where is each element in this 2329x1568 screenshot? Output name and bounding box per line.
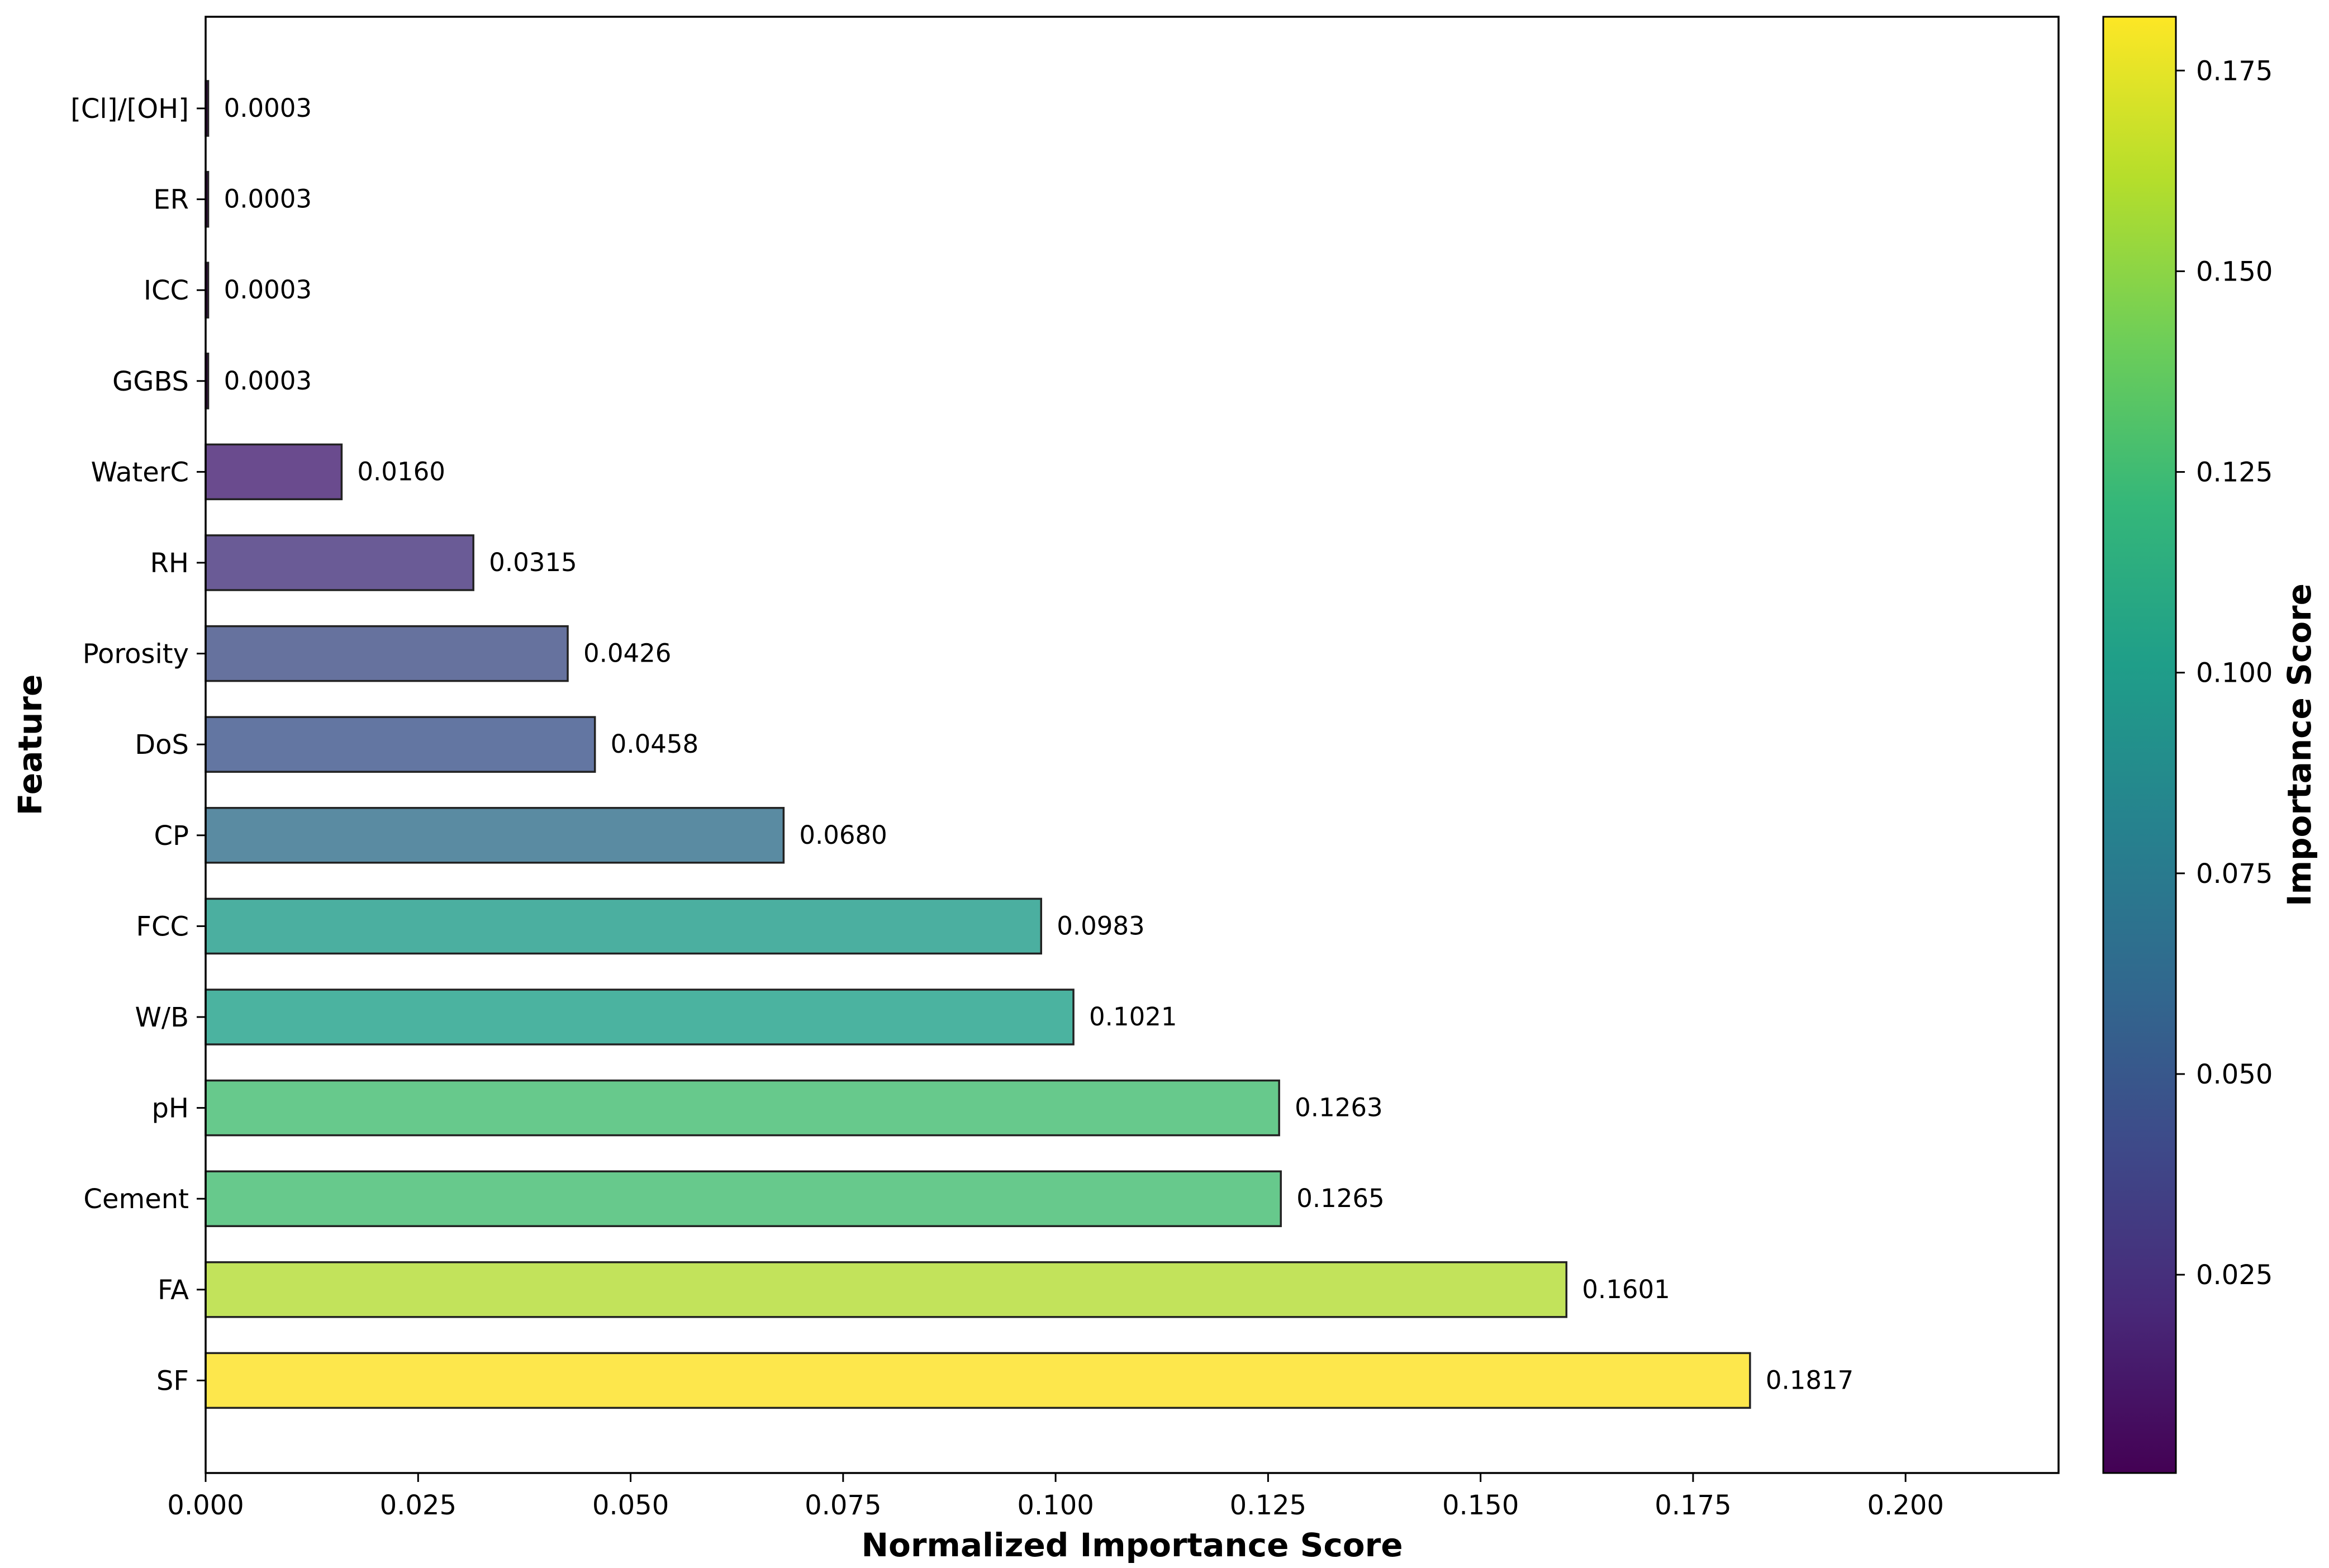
bar-5 (205, 534, 474, 591)
y-tick-label: Porosity (83, 639, 189, 670)
bar-value-label: 0.0003 (224, 184, 312, 214)
bar-12 (205, 1170, 1282, 1227)
y-tick-label: FCC (136, 911, 189, 942)
colorbar-gradient (2102, 16, 2177, 1474)
colorbar-tick-label: 0.175 (2196, 55, 2273, 87)
x-tick-label: 0.000 (167, 1490, 244, 1521)
y-tick-label: RH (150, 548, 189, 579)
y-tick-label: [Cl]/[OH] (70, 93, 189, 125)
y-tick-label: pH (151, 1093, 189, 1124)
x-tick-label: 0.200 (1867, 1490, 1943, 1521)
bar-value-label: 0.0003 (224, 93, 312, 123)
y-tick-label: ER (153, 184, 189, 216)
colorbar: Importance Score 0.025 0.050 0.075 0.100 0.1… (2102, 16, 2318, 1474)
y-tick-label: SF (156, 1365, 189, 1396)
x-axis-title: Normalized Importance Score (861, 1526, 1403, 1564)
x-axis: 0.000 0.025 0.050 0.075 0.100 0.125 0.150 0.175… (167, 1473, 1944, 1521)
bar-11 (205, 1079, 1280, 1137)
y-tick-label: W/B (135, 1002, 189, 1033)
x-tick-label: 0.025 (380, 1490, 457, 1521)
x-tick-label: 0.075 (805, 1490, 881, 1521)
colorbar-tick-label: 0.025 (2196, 1260, 2273, 1291)
x-tick-label: 0.150 (1442, 1490, 1519, 1521)
y-tick-label: Cement (83, 1184, 189, 1215)
y-tick-label: CP (154, 820, 189, 852)
y-tick-label: FA (158, 1275, 189, 1306)
colorbar-tick-label: 0.075 (2196, 858, 2273, 890)
bar-value-label: 0.0160 (357, 457, 445, 486)
bar-value-label: 0.1265 (1296, 1184, 1384, 1213)
colorbar-title: Importance Score (2280, 583, 2318, 906)
y-tick-label: DoS (135, 729, 189, 761)
colorbar-tick-label: 0.050 (2196, 1059, 2273, 1090)
bar-6 (205, 625, 569, 682)
x-tick-label: 0.125 (1230, 1490, 1306, 1521)
colorbar-tick-label: 0.125 (2196, 457, 2273, 488)
y-tick-label: GGBS (112, 366, 189, 397)
bar-value-label: 0.1263 (1295, 1093, 1382, 1123)
bar-9 (205, 897, 1042, 955)
y-tick-label: WaterC (91, 457, 189, 488)
bars: 0.0003 0.0003 0.0003 0.0003 0.0160 0.0315 0.04… (205, 80, 1853, 1409)
y-axis-title: Feature (11, 674, 49, 816)
bar-value-label: 0.0983 (1057, 911, 1144, 940)
x-tick-label: 0.100 (1017, 1490, 1094, 1521)
y-axis: [Cl]/[OH] ER ICC GGBS WaterC RH Porosity DoS CP F… (70, 93, 206, 1396)
plot-frame (205, 16, 2060, 1474)
bar-10 (205, 989, 1075, 1046)
bar-value-label: 0.0003 (224, 275, 312, 305)
bar-7 (205, 716, 596, 773)
colorbar-tick-label: 0.100 (2196, 658, 2273, 689)
bar-14 (205, 1352, 1751, 1409)
bar-8 (205, 807, 785, 864)
bar-value-label: 0.0426 (583, 639, 671, 668)
bar-13 (205, 1261, 1568, 1318)
x-tick-label: 0.175 (1655, 1490, 1731, 1521)
bar-value-label: 0.0680 (799, 820, 887, 850)
colorbar-tick-label: 0.150 (2196, 256, 2273, 287)
bar-value-label: 0.0458 (611, 729, 698, 759)
bar-value-label: 0.1021 (1089, 1002, 1177, 1032)
y-tick-label: ICC (144, 275, 189, 306)
bar-value-label: 0.0315 (489, 548, 577, 577)
bar-value-label: 0.1817 (1766, 1365, 1853, 1395)
bar-value-label: 0.1601 (1582, 1275, 1670, 1304)
bar-4 (205, 443, 343, 501)
x-tick-label: 0.050 (592, 1490, 669, 1521)
bar-value-label: 0.0003 (224, 366, 312, 396)
